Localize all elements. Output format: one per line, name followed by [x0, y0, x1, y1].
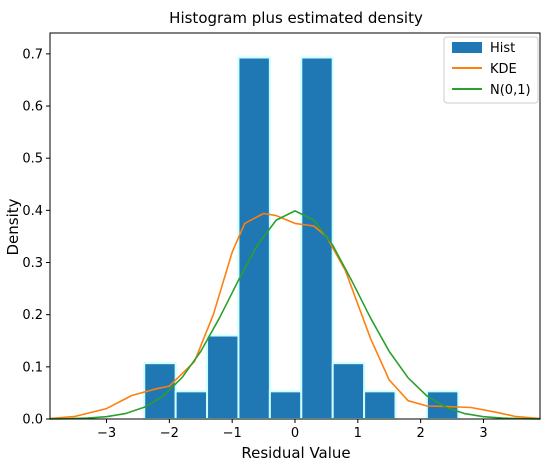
y-tick-label: 0.1	[22, 360, 43, 375]
x-tick-label: −1	[223, 426, 242, 441]
histogram-bar	[206, 334, 240, 420]
y-tick-label: 0.5	[22, 152, 43, 167]
histogram-bars	[143, 56, 460, 421]
y-axis-ticks: 0.0 0.1 0.2 0.3 0.4 0.5 0.6 0.7	[22, 47, 50, 428]
y-tick-label: 0.0	[22, 413, 43, 428]
density-lines	[49, 210, 541, 420]
y-tick-label: 0.4	[22, 204, 43, 219]
histogram-bar	[331, 362, 366, 421]
histogram-bar	[237, 56, 271, 421]
y-axis-label: Density	[4, 198, 22, 255]
x-tick-label: −3	[97, 426, 116, 441]
x-tick-label: 1	[354, 426, 362, 441]
histogram-bar	[268, 390, 303, 421]
normal-density-line	[49, 210, 541, 420]
histogram-bar	[363, 390, 397, 421]
legend-label-kde: KDE	[490, 62, 517, 77]
y-tick-label: 0.2	[22, 308, 43, 323]
histogram-bar	[174, 390, 209, 421]
x-axis-label: Residual Value	[241, 444, 350, 462]
y-tick-label: 0.7	[22, 47, 43, 62]
x-tick-label: 0	[291, 426, 299, 441]
x-axis-ticks: −3 −2 −1 0 1 2 3	[97, 419, 488, 441]
x-tick-label: −2	[160, 426, 179, 441]
legend-swatch-hist	[452, 42, 482, 53]
chart-title: Histogram plus estimated density	[169, 9, 423, 27]
x-tick-label: 2	[417, 426, 425, 441]
legend-box	[443, 36, 539, 104]
y-tick-label: 0.6	[22, 100, 43, 115]
legend: Hist KDE N(0,1)	[443, 36, 539, 104]
y-tick-label: 0.3	[22, 256, 43, 271]
legend-label-hist: Hist	[490, 41, 515, 56]
legend-label-normal: N(0,1)	[490, 83, 531, 98]
x-tick-label: 3	[479, 426, 487, 441]
